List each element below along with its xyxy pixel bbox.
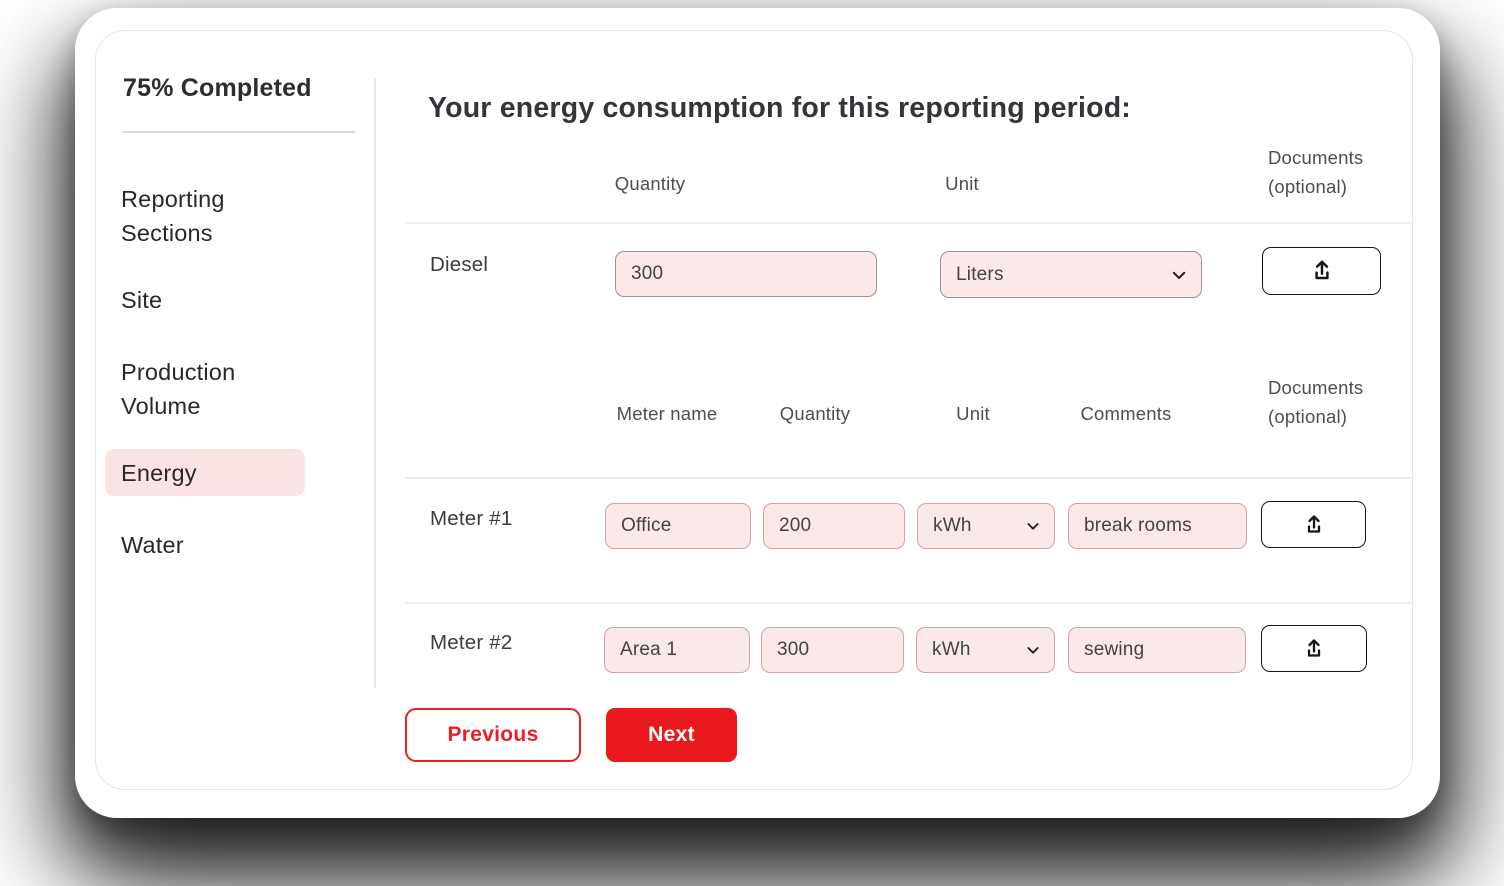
meter1-name-input[interactable] <box>605 503 751 549</box>
fuel-header-unit: Unit <box>945 173 979 194</box>
meter2-upload-button[interactable] <box>1261 625 1367 672</box>
sidebar-item-energy[interactable]: Energy <box>105 449 305 496</box>
meter1-unit-value: kWh <box>933 515 972 536</box>
sidebar-item-water[interactable]: Water <box>121 528 306 562</box>
page-title: Your energy consumption for this reporti… <box>428 92 1131 124</box>
sidebar-item-label: Site <box>121 287 163 313</box>
fuel-header-documents-line1: Documents <box>1268 147 1364 168</box>
meter-row-label: Meter #1 <box>430 507 513 530</box>
row-divider <box>405 602 1413 604</box>
meter-header-documents: Documents (optional) <box>1268 374 1398 431</box>
diesel-upload-button[interactable] <box>1262 247 1381 295</box>
meter1-comments-input[interactable] <box>1068 503 1247 549</box>
upload-icon <box>1302 637 1326 661</box>
sidebar-item-label: Energy <box>121 459 197 486</box>
sidebar-item-label: Water <box>121 532 184 558</box>
fuel-header-documents-line2: (optional) <box>1268 175 1348 197</box>
meter2-unit-value: kWh <box>932 639 971 660</box>
progress-divider <box>123 131 355 133</box>
sidebar-item-production-volume[interactable]: Production Volume <box>121 355 306 423</box>
row-divider <box>405 477 1413 479</box>
meter2-comments-input[interactable] <box>1068 627 1246 673</box>
next-button[interactable]: Next <box>606 708 737 762</box>
meter-header-documents-line2: (optional) <box>1268 405 1348 427</box>
meter-header-quantity: Quantity <box>779 403 851 424</box>
diesel-quantity-input[interactable] <box>615 251 877 297</box>
meter-header-comments: Comments <box>1080 403 1172 424</box>
chevron-down-icon <box>1025 642 1041 658</box>
previous-button[interactable]: Previous <box>405 708 581 762</box>
sidebar-item-reporting-sections[interactable]: Reporting Sections <box>121 182 306 250</box>
upload-icon <box>1309 258 1335 284</box>
meter1-unit-select[interactable]: kWh <box>917 503 1055 549</box>
meter-header-unit: Unit <box>956 403 990 424</box>
fuel-header-quantity: Quantity <box>614 173 686 194</box>
diesel-unit-value: Liters <box>956 263 1004 285</box>
chevron-down-icon <box>1170 266 1188 284</box>
fuel-row-label: Diesel <box>430 253 489 276</box>
meter1-quantity-input[interactable] <box>763 503 905 549</box>
meter-header-documents-line1: Documents <box>1268 377 1364 398</box>
sidebar-divider <box>374 78 376 688</box>
chevron-down-icon <box>1025 518 1041 534</box>
row-divider <box>405 222 1413 224</box>
meter-header-name: Meter name <box>616 403 718 424</box>
sidebar-item-site[interactable]: Site <box>121 283 306 317</box>
progress-label: 75% Completed <box>123 74 312 102</box>
meter2-name-input[interactable] <box>604 627 750 673</box>
sidebar-item-label: Reporting Sections <box>121 186 225 246</box>
sidebar-item-label: Production Volume <box>121 359 236 419</box>
meter-row-label: Meter #2 <box>430 631 513 654</box>
meter2-quantity-input[interactable] <box>761 627 904 673</box>
meter1-upload-button[interactable] <box>1261 501 1366 548</box>
fuel-header-documents: Documents (optional) <box>1268 144 1398 201</box>
upload-icon <box>1302 513 1326 537</box>
meter2-unit-select[interactable]: kWh <box>916 627 1055 673</box>
diesel-unit-select[interactable]: Liters <box>940 251 1202 298</box>
